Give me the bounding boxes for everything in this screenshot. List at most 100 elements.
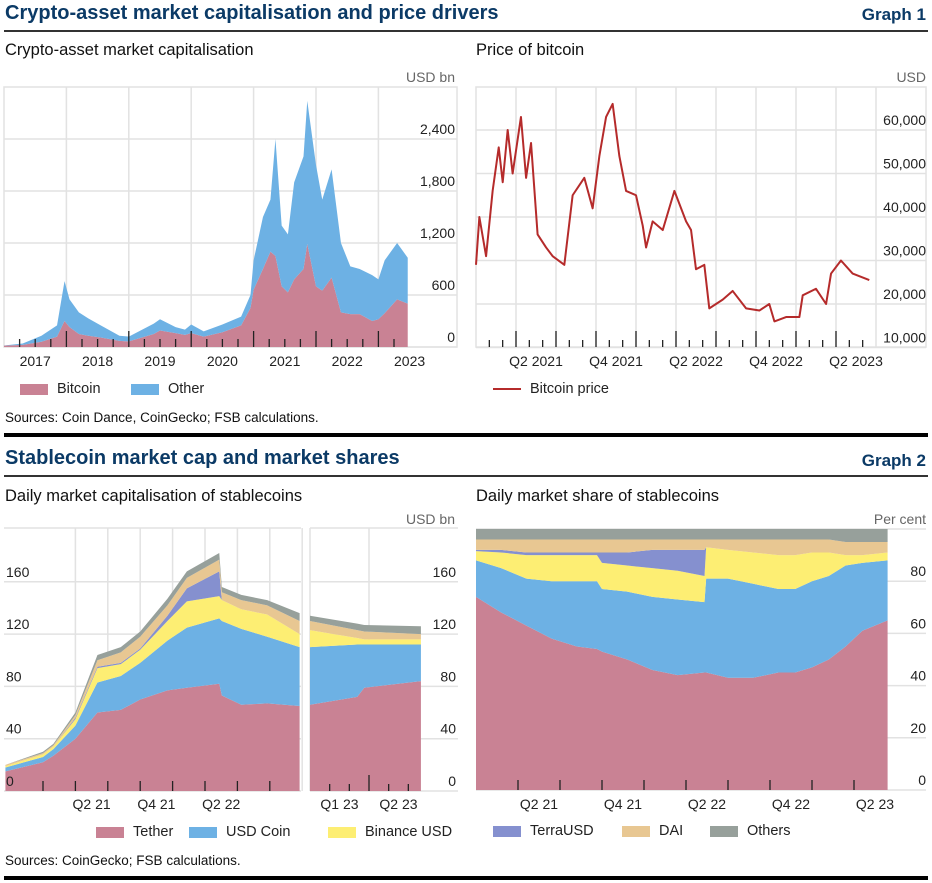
chart2-title: Price of bitcoin — [476, 41, 585, 59]
chart3-title: Daily market capitalisation of stablecoi… — [5, 487, 303, 505]
y-tick-label-left: 120 — [6, 616, 30, 632]
section-divider — [4, 433, 928, 437]
legend-item-usd-coin: USD Coin — [189, 824, 290, 840]
legend-label: Other — [168, 381, 205, 397]
chart4-title: Daily market share of stablecoins — [476, 487, 720, 505]
y-tick-label-left: 80 — [6, 668, 22, 684]
y-tick-label-left: 0 — [6, 773, 14, 789]
legend-item-bitcoin: Bitcoin — [20, 381, 101, 397]
x-tick-label: 2021 — [269, 353, 300, 369]
y-tick-label: 80 — [910, 563, 926, 579]
chart3-unit: USD bn — [405, 511, 455, 527]
x-tick-label: 2017 — [20, 353, 51, 369]
area-binance-usd — [476, 547, 888, 603]
graph1-title: Crypto-asset market capitalisation and p… — [5, 2, 499, 24]
legend-label: Tether — [133, 824, 174, 840]
chart1-unit: USD bn — [405, 69, 455, 85]
x-tick-label: Q4 22 — [772, 796, 810, 812]
x-tick-label: Q2 2023 — [829, 353, 883, 369]
x-tick-label: Q2 2021 — [509, 353, 563, 369]
graph1-sources: Sources: Coin Dance, CoinGecko; FSB calc… — [5, 410, 319, 425]
x-tick-label: Q2 2022 — [669, 353, 723, 369]
x-tick-label: Q1 23 — [320, 796, 358, 812]
y-tick-label: 1,800 — [420, 173, 455, 189]
y-tick-label: 40 — [910, 668, 926, 684]
y-tick-label: 10,000 — [883, 330, 926, 346]
y-tick-label-right: 80 — [440, 668, 456, 684]
legend-label: DAI — [659, 823, 684, 839]
y-tick-label: 50,000 — [883, 156, 926, 172]
chart1-title: Crypto-asset market capitalisation — [5, 41, 254, 59]
legend-swatch — [20, 383, 48, 395]
legend-swatch — [189, 826, 217, 838]
legend-swatch — [493, 825, 521, 837]
legend-swatch — [622, 825, 650, 837]
legend-item-tether: Tether — [96, 824, 173, 840]
y-tick-label-left: 40 — [6, 721, 22, 737]
area-other — [4, 100, 408, 346]
legend-label: Bitcoin — [57, 381, 101, 397]
area-terrausd — [476, 547, 888, 576]
section-divider — [4, 876, 928, 880]
area-tether-right — [310, 681, 421, 791]
x-tick-label: Q4 21 — [604, 796, 642, 812]
x-tick-label: Q2 23 — [856, 796, 894, 812]
y-tick-label-left: 160 — [6, 564, 30, 580]
area-bitcoin — [4, 243, 408, 347]
y-tick-label: 1,200 — [420, 225, 455, 241]
x-tick-label: 2018 — [82, 353, 113, 369]
y-tick-label-right: 120 — [433, 616, 457, 632]
divider — [4, 475, 928, 477]
x-tick-label: Q2 21 — [520, 796, 558, 812]
y-tick-label: 20 — [910, 720, 926, 736]
area-usd-coin — [476, 560, 888, 678]
x-tick-label: Q4 21 — [137, 796, 175, 812]
y-tick-label: 0 — [447, 329, 455, 345]
chart4-unit: Per cent — [873, 511, 926, 527]
divider — [4, 30, 928, 32]
legend-item-others: Others — [710, 823, 791, 839]
x-tick-label: 2022 — [332, 353, 363, 369]
graph2-sources: Sources: CoinGecko; FSB calculations. — [5, 853, 241, 868]
legend-label: TerraUSD — [530, 823, 594, 839]
area-usd-coin-right — [310, 644, 421, 705]
area-others-right — [310, 615, 421, 635]
bitcoin-price-line — [475, 102, 870, 323]
legend-label: USD Coin — [226, 824, 291, 840]
area-dai — [476, 539, 888, 556]
legend-swatch — [328, 826, 356, 838]
x-tick-label: Q4 2021 — [589, 353, 643, 369]
y-tick-label: 60,000 — [883, 112, 926, 128]
legend-item-bitcoin-price: Bitcoin price — [493, 381, 609, 397]
x-tick-label: Q2 21 — [73, 796, 111, 812]
legend-label: Others — [747, 823, 791, 839]
area-usd-coin-left — [5, 618, 300, 772]
area-tether — [476, 596, 888, 790]
chart2-unit: USD — [896, 69, 926, 85]
legend-item-terrausd: TerraUSD — [493, 823, 594, 839]
legend-item-other: Other — [131, 381, 204, 397]
legend-swatch — [710, 825, 738, 837]
area-binance-usd-right — [310, 630, 421, 648]
legend-item-dai: DAI — [622, 823, 683, 839]
y-tick-label: 600 — [432, 277, 456, 293]
x-tick-label: Q4 2022 — [749, 353, 803, 369]
y-tick-label: 0 — [918, 772, 926, 788]
x-tick-label: 2023 — [394, 353, 425, 369]
x-tick-label: Q2 22 — [202, 796, 240, 812]
y-tick-label: 30,000 — [883, 243, 926, 259]
legend-line — [493, 388, 521, 390]
area-others — [476, 529, 888, 543]
x-tick-label: 2019 — [144, 353, 175, 369]
graph1-label: Graph 1 — [861, 5, 926, 24]
y-tick-label: 2,400 — [420, 121, 455, 137]
x-tick-label: 2020 — [207, 353, 238, 369]
legend-label: Binance USD — [365, 824, 453, 840]
y-tick-label: 60 — [910, 615, 926, 631]
y-tick-label-right: 160 — [433, 564, 457, 580]
graph2-label: Graph 2 — [861, 451, 926, 470]
y-tick-label: 40,000 — [883, 199, 926, 215]
legend-swatch — [131, 383, 159, 395]
y-tick-label-right: 40 — [440, 721, 456, 737]
